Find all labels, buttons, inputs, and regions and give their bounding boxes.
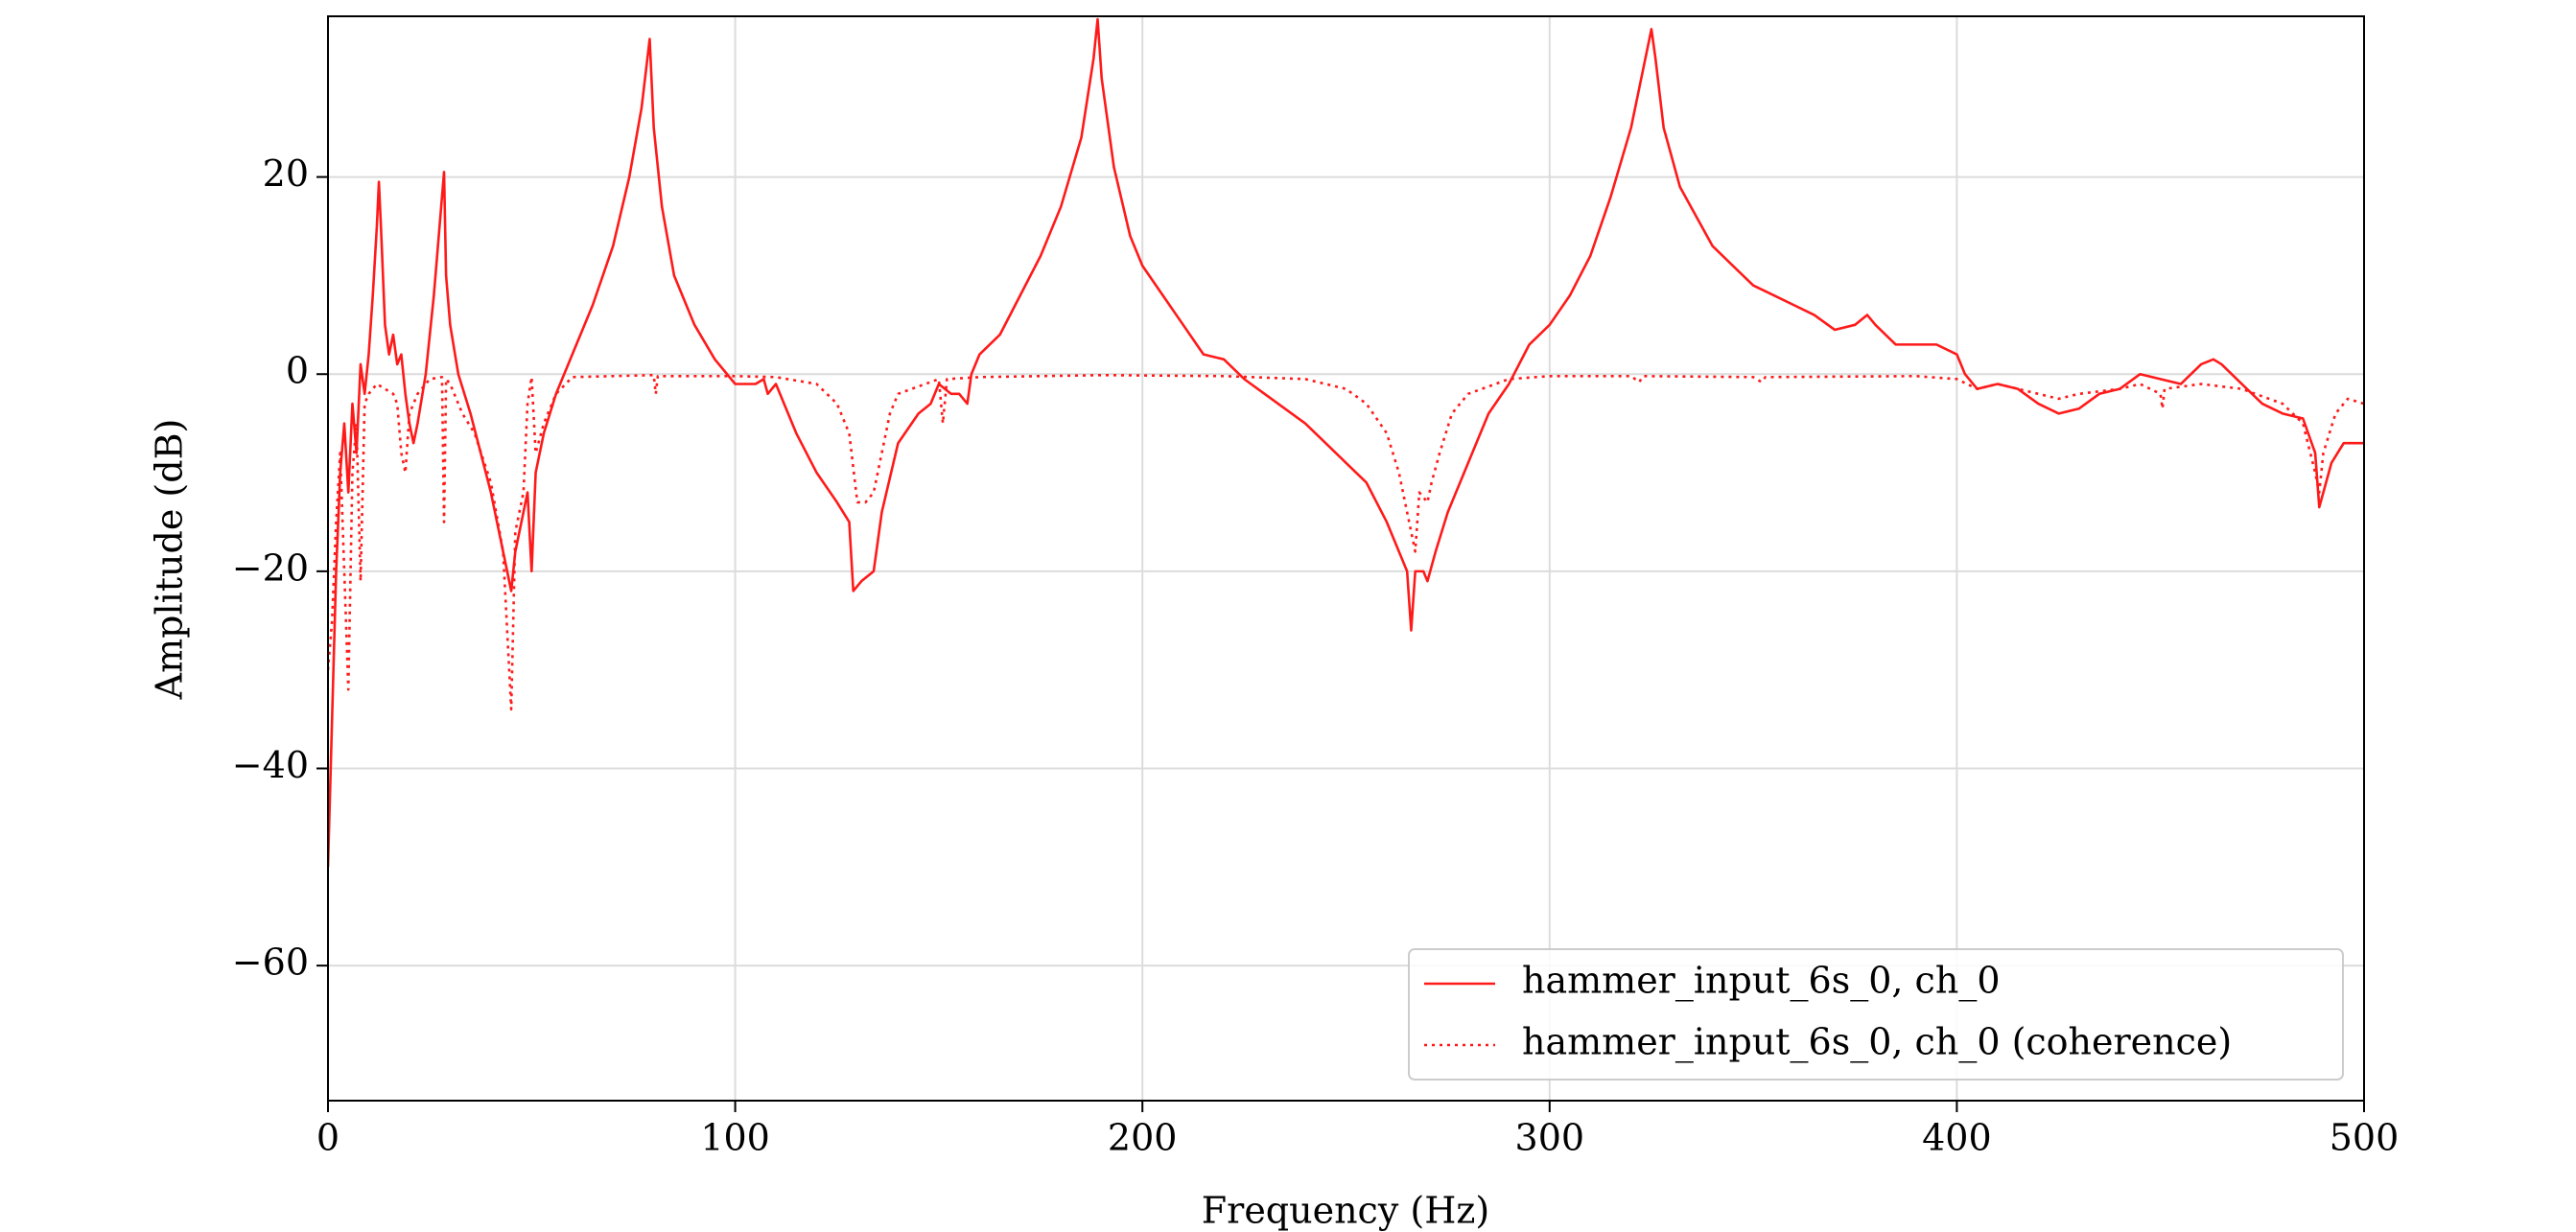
x-tick-label: 200 — [1108, 1117, 1178, 1159]
y-tick-label: −20 — [232, 546, 309, 589]
data-line — [328, 373, 2364, 711]
x-tick-label: 0 — [316, 1117, 340, 1159]
y-tick-label: −40 — [232, 744, 309, 786]
y-axis-label: Amplitude (dB) — [149, 419, 191, 701]
y-tick-label: 20 — [263, 152, 309, 195]
x-axis-label: Frequency (Hz) — [1202, 1190, 1489, 1232]
data-line — [328, 17, 2364, 868]
plot-frame — [327, 15, 2365, 1102]
x-tick-label: 100 — [700, 1117, 770, 1159]
y-tick-label: 0 — [286, 350, 309, 392]
x-tick-label: 500 — [2330, 1117, 2400, 1159]
legend-label: hammer_input_6s_0, ch_0 (coherence) — [1522, 1021, 2232, 1064]
x-tick-label: 300 — [1515, 1117, 1585, 1159]
legend-box — [1408, 948, 2344, 1081]
y-tick-label: −60 — [232, 941, 309, 984]
legend-label: hammer_input_6s_0, ch_0 — [1522, 960, 2001, 1003]
x-tick-label: 400 — [1922, 1117, 1992, 1159]
